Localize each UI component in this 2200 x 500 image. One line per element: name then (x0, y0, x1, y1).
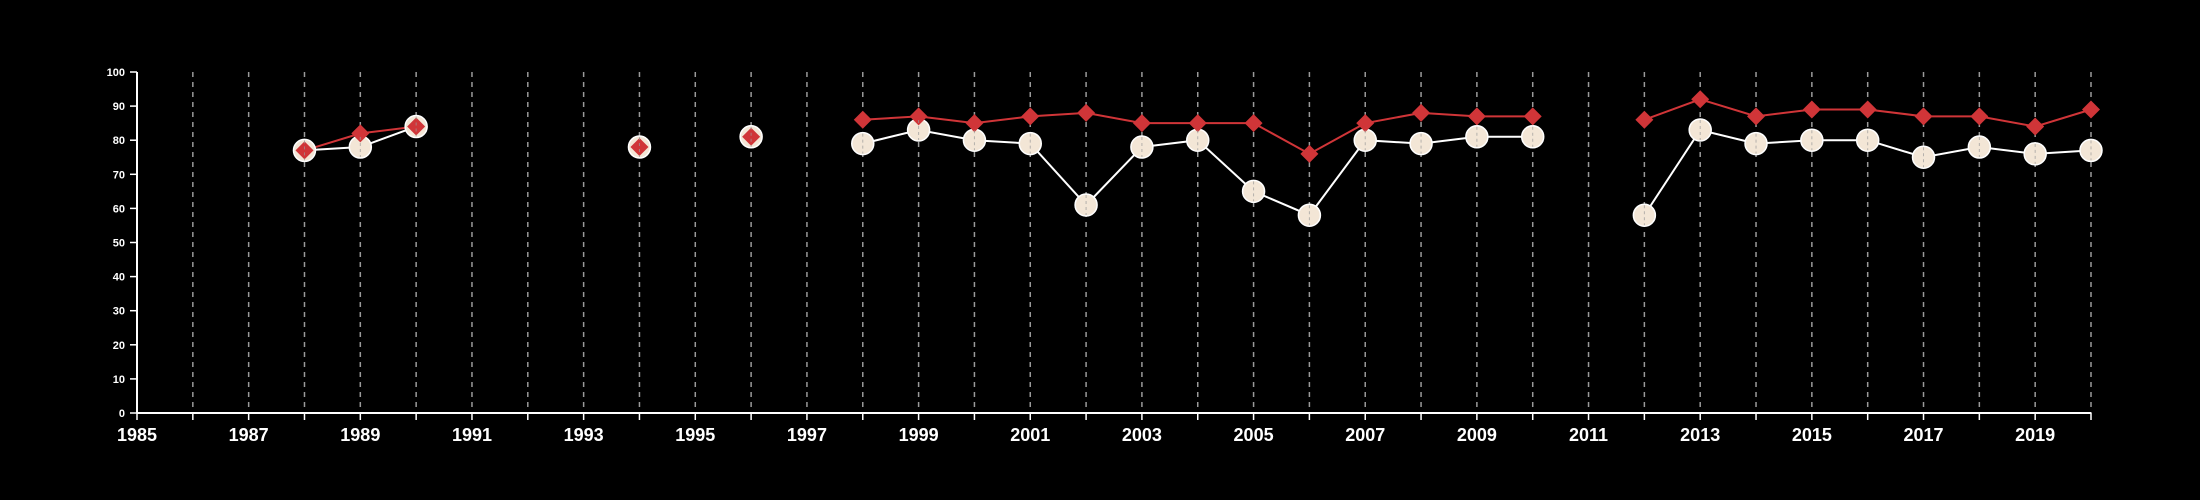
diamond-marker-2000 (965, 114, 984, 133)
diamond-marker-2002 (1077, 103, 1096, 122)
diamond-marker-1998 (853, 110, 872, 129)
circle-point-2003 (1130, 135, 1154, 159)
diamond-marker-1999 (909, 107, 928, 126)
x-tick-label-2017: 2017 (1903, 425, 1943, 445)
y-tick-label-30: 30 (113, 306, 125, 318)
y-tick-label-20: 20 (113, 340, 125, 352)
y-tick-label-40: 40 (113, 272, 125, 284)
circle-marker-2001 (1018, 131, 1043, 156)
x-tick-label-1989: 1989 (340, 425, 380, 445)
y-tick-label-10: 10 (113, 374, 125, 386)
series (292, 90, 2103, 227)
circle-marker-1998 (851, 131, 875, 156)
grid-lines (192, 72, 2092, 413)
y-tick-label-0: 0 (119, 408, 125, 420)
diamond-marker-1989 (351, 124, 370, 143)
circle-point-2014 (1744, 131, 1768, 156)
x-tick-label-2007: 2007 (1345, 425, 1385, 445)
circle-marker-2009 (1465, 125, 1489, 149)
diamond-marker-2012 (1635, 110, 1654, 129)
x-tick-label-1991: 1991 (452, 425, 492, 445)
diamond-marker-2005 (1244, 114, 1263, 133)
circle-marker-2015 (1800, 128, 1824, 152)
circle-point-2010 (1520, 125, 1545, 149)
diamond-marker-2008 (1412, 103, 1431, 122)
circle-marker-2005 (1241, 179, 1266, 204)
diamond-marker-2014 (1747, 107, 1766, 126)
circle-marker-2008 (1409, 131, 1433, 156)
circle-point-2013 (1688, 118, 1712, 142)
circle-marker-2013 (1688, 118, 1712, 142)
x-tick-label-2003: 2003 (1122, 425, 1162, 445)
circle-point-2019 (2023, 142, 2047, 166)
diamond-marker-2020 (2082, 100, 2100, 119)
diamond-marker-1990 (407, 117, 426, 136)
circle-point-2006 (1297, 203, 1322, 227)
circle-point-2005 (1241, 179, 1266, 204)
circle-point-2012 (1632, 203, 1657, 227)
circle-marker-2003 (1130, 135, 1154, 159)
y-tick-label-60: 60 (113, 203, 125, 215)
x-tick-label-2013: 2013 (1680, 425, 1720, 445)
diamond-marker-2009 (1467, 107, 1486, 126)
diamond-marker-2007 (1356, 114, 1375, 133)
diamond-marker-2016 (1858, 100, 1877, 119)
y-tick-label-50: 50 (113, 238, 125, 250)
circle-marker-2002 (1074, 193, 1098, 217)
diamond-marker-2019 (2026, 117, 2045, 136)
diamond-marker-2010 (1523, 107, 1542, 126)
diamond-marker-2018 (1970, 107, 1989, 126)
circle-marker-2014 (1744, 131, 1768, 156)
circle-marker-2012 (1632, 203, 1657, 227)
circle-marker-2019 (2023, 142, 2047, 166)
diamond-marker-2006 (1300, 144, 1319, 163)
tick-labels: 0 10 20 30 40 50 60 70 80 90 100 1985 1987 1989 1991 19… (107, 67, 2056, 445)
diamond-marker-2017 (1914, 107, 1933, 126)
circle-point-2020 (2079, 138, 2103, 163)
y-tick-label-100: 100 (107, 67, 125, 79)
circle-point-2008 (1409, 131, 1433, 156)
circle-marker-2016 (1855, 128, 1880, 152)
diamond-marker-2001 (1021, 107, 1040, 126)
x-tick-label-1993: 1993 (564, 425, 604, 445)
diamond-marker-2015 (1802, 100, 1821, 119)
x-tick-label-2001: 2001 (1010, 425, 1050, 445)
x-tick-label-1999: 1999 (899, 425, 939, 445)
x-tick-label-2019: 2019 (2015, 425, 2055, 445)
diamond-marker-2004 (1188, 114, 1207, 133)
circle-point-2016 (1855, 128, 1880, 152)
x-tick-label-2005: 2005 (1234, 425, 1274, 445)
circle-marker-2017 (1911, 145, 1936, 169)
diamond-marker-1994 (630, 138, 649, 157)
x-tick-label-1987: 1987 (229, 425, 269, 445)
y-tick-label-80: 80 (113, 135, 125, 147)
axes (130, 71, 2092, 420)
x-tick-label-2015: 2015 (1792, 425, 1832, 445)
circle-point-2015 (1800, 128, 1824, 152)
circle-point-2018 (1967, 135, 1992, 159)
x-tick-label-1995: 1995 (675, 425, 715, 445)
x-tick-label-2011: 2011 (1569, 425, 1608, 445)
y-tick-label-70: 70 (113, 169, 125, 181)
circle-point-2009 (1465, 125, 1489, 149)
y-tick-label-90: 90 (113, 101, 125, 113)
circle-marker-2006 (1297, 203, 1322, 227)
circle-point-2017 (1911, 145, 1936, 169)
diamond-marker-2013 (1691, 90, 1710, 109)
circle-marker-2020 (2079, 138, 2103, 163)
x-tick-label-1985: 1985 (117, 425, 157, 445)
circle-point-2002 (1074, 193, 1098, 217)
circle-marker-2010 (1520, 125, 1545, 149)
circle-marker-2018 (1967, 135, 1992, 159)
diamond-marker-2003 (1132, 114, 1151, 133)
diamond-marker-1996 (742, 127, 761, 146)
circle-point-2001 (1018, 131, 1043, 156)
x-tick-label-1997: 1997 (787, 425, 827, 445)
circle-point-1998 (851, 131, 875, 156)
x-tick-label-2009: 2009 (1457, 425, 1497, 445)
diamond-marker-1988 (295, 141, 314, 160)
